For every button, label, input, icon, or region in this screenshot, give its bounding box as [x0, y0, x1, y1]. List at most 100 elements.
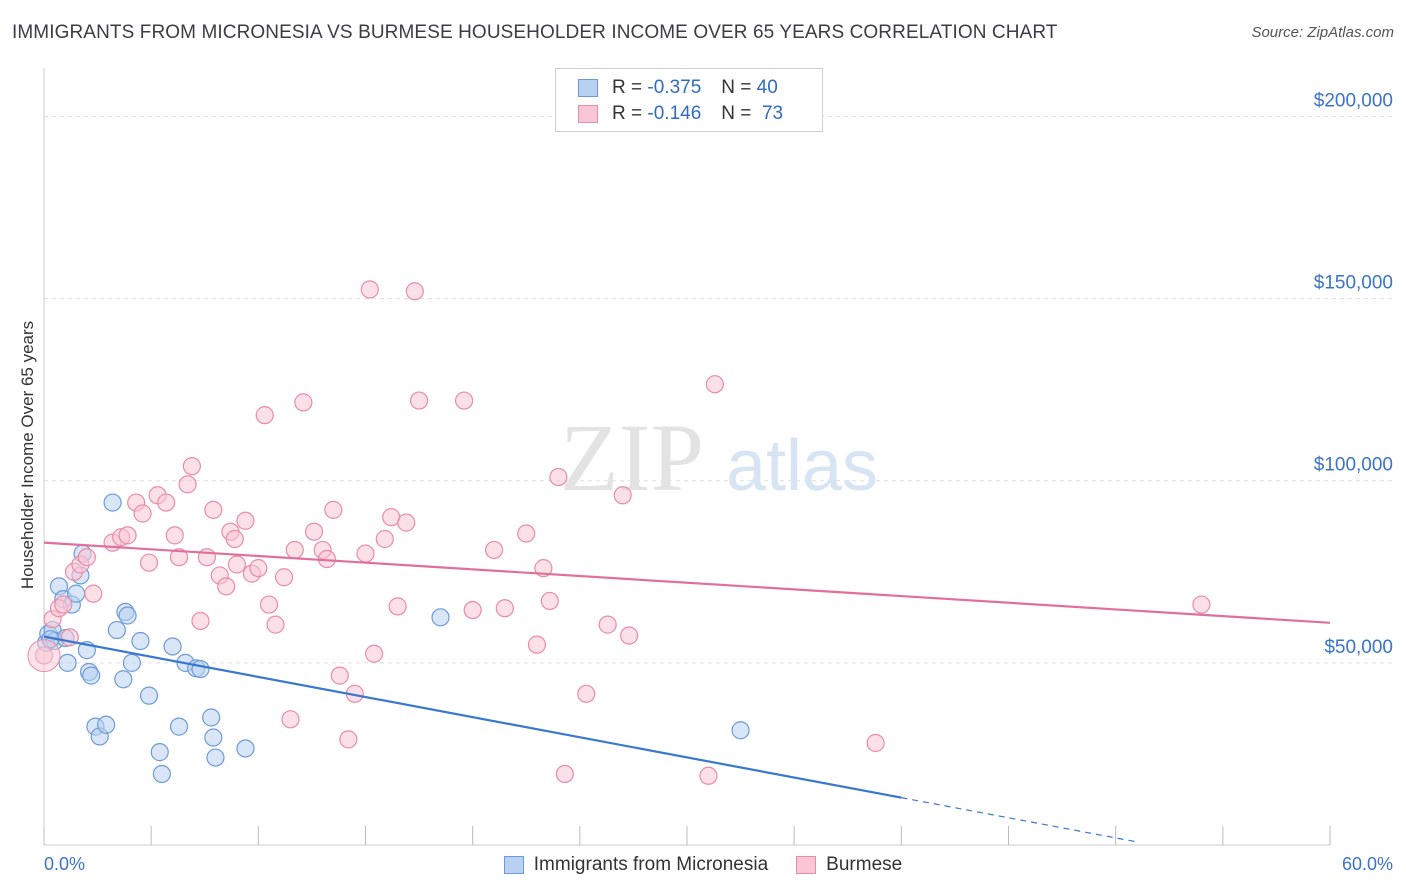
burmese-point	[699, 766, 718, 785]
legend-row-micronesia: R = -0.375 N = 40	[578, 76, 778, 100]
legend-label: Burmese	[826, 854, 903, 875]
burmese-point	[705, 375, 724, 394]
micronesia-point	[191, 659, 210, 679]
micronesia-point	[118, 606, 137, 625]
micronesia-trend-line	[43, 635, 902, 799]
r-value: -0.146	[647, 103, 702, 124]
burmese-point	[360, 280, 379, 299]
burmese-point	[54, 595, 73, 614]
n-label: N =	[721, 77, 752, 98]
legend-swatch-blue	[503, 856, 524, 874]
n-value: 73	[761, 103, 784, 124]
trend-lines	[43, 541, 1331, 843]
legend-item-burmese[interactable]: Burmese	[796, 854, 902, 876]
micronesia-point	[204, 728, 223, 747]
n-value: 40	[756, 77, 778, 98]
burmese-point	[517, 524, 536, 543]
watermark-zip: ZIP	[560, 404, 704, 511]
burmese-point	[1192, 595, 1211, 614]
burmese-point	[225, 529, 244, 549]
burmese-point	[463, 600, 482, 620]
y-tick-label: $200,000	[1314, 90, 1393, 111]
micronesia-point	[82, 666, 101, 685]
burmese-point	[356, 544, 375, 563]
legend-swatch-pink	[796, 856, 817, 874]
correlation-legend: R = -0.375 N = 40 R = -0.146 N = 73	[555, 68, 823, 132]
micronesia-point	[58, 653, 77, 672]
micronesia-point	[163, 637, 182, 656]
micronesia-point	[114, 670, 133, 689]
burmese-point	[330, 666, 349, 685]
series-legend: Immigrants from Micronesia Burmese	[0, 852, 1406, 878]
axes	[43, 68, 1331, 846]
y-tick-label: $150,000	[1314, 273, 1393, 294]
y-tick-label: $50,000	[1324, 637, 1393, 658]
burmese-point	[375, 529, 394, 549]
burmese-point	[304, 522, 324, 541]
burmese-point	[236, 511, 255, 530]
burmese-point	[388, 597, 407, 616]
burmese-point	[169, 548, 189, 567]
x-tick-label: 0.0%	[44, 854, 85, 874]
burmese-point	[454, 391, 474, 410]
burmese-point-large	[27, 639, 61, 673]
micronesia-point	[236, 739, 255, 758]
burmese-point	[527, 635, 547, 654]
burmese-point	[281, 710, 300, 729]
r-value: -0.375	[647, 77, 702, 98]
micronesia-point	[150, 743, 169, 762]
burmese-point	[165, 526, 184, 545]
burmese-point	[77, 548, 96, 567]
burmese-point	[339, 730, 358, 749]
burmese-point	[285, 540, 304, 560]
burmese-point	[249, 559, 268, 578]
legend-item-micronesia[interactable]: Immigrants from Micronesia	[503, 854, 769, 876]
burmese-point	[485, 540, 504, 560]
n-label: N =	[721, 103, 752, 124]
legend-label: Immigrants from Micronesia	[533, 854, 769, 875]
micronesia-point	[206, 748, 225, 767]
micronesia-point	[97, 715, 116, 734]
burmese-point	[157, 493, 176, 512]
burmese-point	[204, 500, 223, 519]
chart-title: IMMIGRANTS FROM MICRONESIA VS BURMESE HO…	[12, 22, 1058, 43]
data-points	[27, 280, 1211, 785]
burmese-point	[182, 457, 201, 476]
micronesia-point	[103, 493, 122, 512]
micronesia-point	[169, 717, 189, 736]
watermark-atlas: atlas	[726, 426, 878, 506]
burmese-point	[495, 599, 514, 618]
burmese-point	[259, 595, 279, 614]
burmese-point	[577, 684, 596, 703]
legend-row-burmese: R = -0.146 N = 73	[578, 102, 783, 126]
burmese-point	[84, 584, 103, 603]
burmese-point	[139, 553, 159, 572]
burmese-point	[397, 513, 416, 532]
micronesia-point	[131, 631, 150, 651]
burmese-point	[255, 406, 274, 425]
burmese-point	[598, 615, 617, 634]
burmese-trend-line	[43, 541, 1331, 624]
burmese-point	[620, 626, 639, 645]
burmese-point	[274, 568, 294, 587]
tick-labels: $50,000 $100,000 $150,000 $200,000 0.0% 60.0%	[44, 90, 1393, 874]
legend-swatch-pink	[578, 105, 598, 123]
burmese-point	[197, 548, 216, 567]
burmese-point	[266, 615, 285, 634]
micronesia-trend-extension	[901, 797, 1138, 843]
burmese-point	[364, 644, 384, 663]
burmese-point	[294, 393, 313, 412]
burmese-point	[405, 282, 424, 301]
burmese-point	[409, 391, 429, 410]
burmese-point	[324, 500, 343, 519]
r-label: R =	[612, 103, 643, 124]
micronesia-point	[202, 708, 221, 727]
burmese-point	[549, 467, 568, 487]
micronesia-point	[139, 686, 159, 705]
source-label: Source: ZipAtlas.com	[1251, 24, 1394, 41]
legend-swatch-blue	[578, 79, 598, 97]
burmese-point	[133, 504, 152, 523]
burmese-point	[540, 591, 559, 611]
burmese-point	[227, 555, 246, 574]
